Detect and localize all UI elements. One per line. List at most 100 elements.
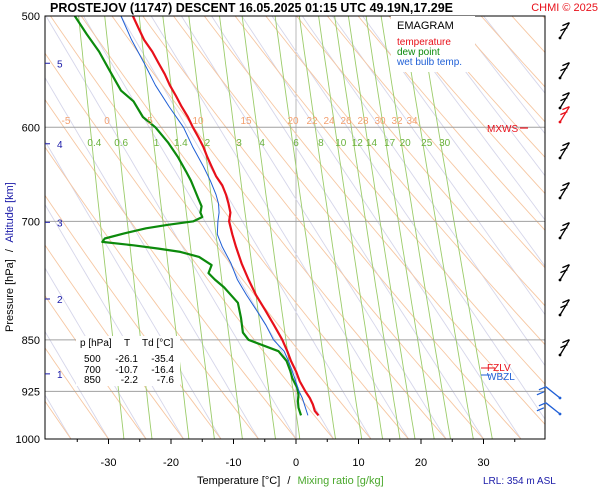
x-axis-label: Temperature [°C] / Mixing ratio [g/kg] [197,475,384,487]
temperature-tick-label: 20 [415,457,427,469]
theta-label: 30 [374,116,386,127]
wind-barb [558,299,570,317]
altitude-tick-label: 4 [57,140,63,151]
pressure-tick-label: 925 [22,386,40,398]
mixing-ratio-label: 14 [366,138,378,149]
mixing-ratio-line [219,16,276,439]
theta-label: 0 [104,116,110,127]
table-cell: 700 [84,365,101,376]
moist-adiabat-line [362,16,545,267]
dry-adiabat-line [80,16,409,439]
wind-barb [558,106,570,124]
mixing-ratio-line [298,16,363,439]
pressure-tick-label: 500 [22,11,40,23]
mixing-ratio-line [138,16,190,439]
mixing-ratio-label: 1 [154,138,160,149]
theta-label: 15 [240,116,252,127]
mixing-ratio-line [401,16,474,439]
chart-title: PROSTEJOV (11747) DESCENT 16.05.2025 01:… [50,1,453,15]
x-axis-temperature-label: Temperature [°C] [197,475,280,487]
mixing-ratio-line [318,16,384,439]
moist-adiabat-line [332,16,545,316]
lrl-label: LRL: 354 m ASL [483,476,556,487]
wind-barb [558,222,570,240]
mixing-ratio-label: 0.4 [87,138,101,149]
mixing-ratio-line [347,16,416,439]
pressure-tick-label: 1000 [16,434,40,446]
series-line-temperature [131,16,320,417]
mixing-ratio-label: 17 [384,138,396,149]
wind-barb [558,62,570,80]
legend-dew-point: dew point [397,47,440,58]
dry-adiabat-line [511,16,545,54]
table-cell: 500 [84,354,101,365]
table-cell: -35.4 [151,354,174,365]
wind-barb [558,22,570,40]
table-cell: -10.7 [115,365,138,376]
dry-adiabat-line [142,16,484,439]
legend: EMAGRAM temperature dew point wet bulb t… [391,16,475,72]
mixing-ratio-line [274,16,336,439]
y-axis-separator: / [4,248,16,252]
wind-barb [558,264,570,282]
table-cell: -16.4 [151,365,174,376]
moist-adiabat-line [211,16,484,439]
wind-barbs [536,22,570,416]
temperature-tick-label: 30 [477,457,489,469]
mixing-ratio-label: 20 [400,138,412,149]
legend-temperature: temperature [397,37,451,48]
theta-label: 24 [323,116,335,127]
series-line-wet-bulb-temp [120,16,309,416]
legend-title: EMAGRAM [397,20,454,32]
dry-adiabat-line [45,194,222,439]
table-header-td: Td [°C] [142,338,173,349]
wind-barb [536,402,562,416]
dry-adiabat-line [45,98,297,439]
mixing-ratio-line [188,16,243,439]
mixing-ratio-label: 6 [293,138,299,149]
wind-barb [558,339,570,357]
dry-adiabat-line [573,16,600,439]
moist-adiabat-line [452,16,545,135]
altitude-tick-label: 2 [57,295,63,306]
temperature-tick-label: 0 [293,457,299,469]
mixing-ratio-line [418,16,493,439]
mxws-label: MXWS [487,124,518,135]
theta-label: 26 [340,116,352,127]
dry-adiabat-line [173,16,522,439]
y-axis-altitude-label: Altitude [km] [4,182,16,243]
y-axis-pressure-label: Pressure [hPa] [4,259,16,332]
table-cell: 850 [84,375,101,386]
temperature-ticks: -30 -20 -10 0 10 20 30 [76,439,516,469]
dry-adiabat-line [326,16,545,269]
dry-adiabat-line [542,16,545,20]
moist-adiabat-line [181,16,447,439]
moist-adiabat-line [301,16,545,367]
theta-label: 10 [192,116,204,127]
level-table: p [hPa] T Td [°C] 500 -26.1 -35.4 700 -1… [76,336,180,386]
x-axis-mixing-label: Mixing ratio [g/kg] [297,475,383,487]
dry-adiabat-line [45,52,334,439]
dry-adiabat-line [203,16,545,425]
fzlv-label: FZLV [487,363,511,374]
mixing-ratio-line [380,16,451,439]
altitude-tick-label: 1 [57,370,63,381]
dry-adiabat-line [265,16,545,346]
mixing-ratio-line [241,16,301,439]
theta-label: 22 [306,116,318,127]
mixing-ratio-label: 0.6 [114,138,128,149]
dry-adiabat-line [50,16,372,439]
temperature-tick-label: -20 [163,457,179,469]
mixing-ratio-label: 3 [236,138,242,149]
wind-barb [558,92,570,110]
copyright: CHMI © 2025 [531,2,598,14]
theta-label: 32 [391,116,403,127]
moist-adiabat-line [271,16,545,420]
profile-series [73,16,320,417]
temperature-tick-label: -30 [101,457,117,469]
mixing-ratio-line [365,16,435,439]
pressure-tick-label: 850 [22,335,40,347]
series-line-dew-point [73,16,303,416]
mixing-ratio-line [162,16,215,439]
